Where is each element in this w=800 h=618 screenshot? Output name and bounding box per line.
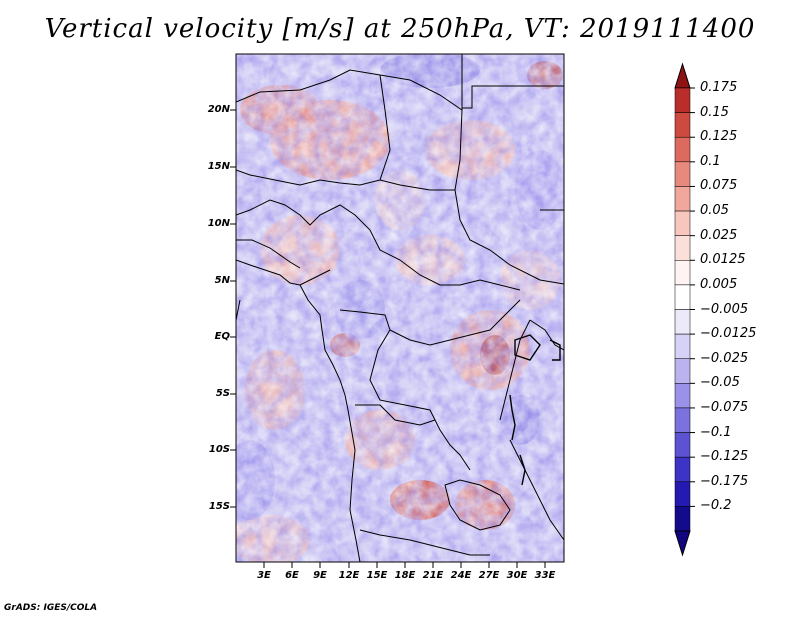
colorbar-label: 0.075 [700, 178, 738, 194]
lon-label: 27E [478, 570, 500, 581]
colorbar [674, 62, 695, 557]
colorbar-bin [674, 407, 691, 433]
lat-label: EQ [214, 331, 230, 342]
colorbar-bin [674, 112, 691, 138]
colorbar-bin [674, 284, 691, 310]
lat-label: 5S [215, 388, 230, 399]
colorbar-bin [674, 383, 691, 409]
colorbar-tip-top [674, 62, 691, 89]
lon-label: 18E [394, 570, 416, 581]
colorbar-label: −0.1 [700, 424, 732, 440]
colorbar-label: 0.1 [700, 153, 721, 169]
colorbar-label: 0.005 [700, 276, 738, 292]
colorbar-bin [674, 333, 691, 359]
map-frame [235, 53, 565, 563]
colorbar-bin [674, 481, 691, 507]
colorbar-bin [674, 186, 691, 212]
lat-label: 10N [207, 218, 230, 229]
colorbar-label: −0.05 [700, 375, 740, 391]
colorbar-label: −0.005 [700, 301, 749, 317]
colorbar-bin [674, 309, 691, 335]
colorbar-bin [674, 136, 691, 163]
colorbar-label: −0.025 [700, 350, 749, 366]
colorbar-label: −0.125 [700, 449, 749, 465]
colorbar-bin [674, 161, 691, 187]
credit-text: GrADS: IGES/COLA [4, 603, 98, 613]
lon-label: 33E [534, 570, 556, 581]
colorbar-label: −0.075 [700, 399, 749, 415]
colorbar-label: 0.125 [700, 129, 738, 145]
lon-label: 30E [506, 570, 528, 581]
lon-label: 9E [313, 570, 327, 581]
lat-label: 10S [208, 444, 230, 455]
lat-label: 15S [208, 501, 230, 512]
colorbar-label: −0.0125 [700, 326, 757, 342]
colorbar-label: −0.175 [700, 473, 749, 489]
colorbar-bin [674, 210, 691, 236]
colorbar-label: 0.0125 [700, 252, 746, 268]
lat-label: 20N [207, 104, 230, 115]
colorbar-label: 0.05 [700, 203, 729, 219]
colorbar-bin [674, 456, 691, 483]
lat-label: 15N [207, 161, 230, 172]
colorbar-label: −0.2 [700, 498, 732, 514]
colorbar-bin [674, 432, 691, 458]
map-title: Vertical velocity [m/s] at 250hPa, VT: 2… [44, 14, 756, 44]
lat-label: 5N [214, 275, 230, 286]
colorbar-bin [674, 87, 691, 113]
colorbar-tip-bottom [674, 530, 691, 557]
colorbar-bin [674, 506, 691, 532]
lakes [509, 334, 561, 486]
colorbar-label: 0.175 [700, 80, 738, 95]
colorbar-bin [674, 358, 691, 384]
country-borders [236, 54, 564, 562]
colorbar-bin [674, 235, 691, 261]
lon-label: 3E [257, 570, 271, 581]
lon-label: 12E [338, 570, 360, 581]
lon-label: 21E [422, 570, 444, 581]
lon-label: 6E [285, 570, 299, 581]
colorbar-label: 0.025 [700, 227, 738, 243]
velocity-field [236, 54, 564, 562]
lon-label: 15E [366, 570, 388, 581]
colorbar-bin [674, 260, 691, 286]
axis-ticks [230, 109, 546, 568]
lon-label: 24E [450, 570, 472, 581]
colorbar-label: 0.15 [700, 104, 729, 120]
